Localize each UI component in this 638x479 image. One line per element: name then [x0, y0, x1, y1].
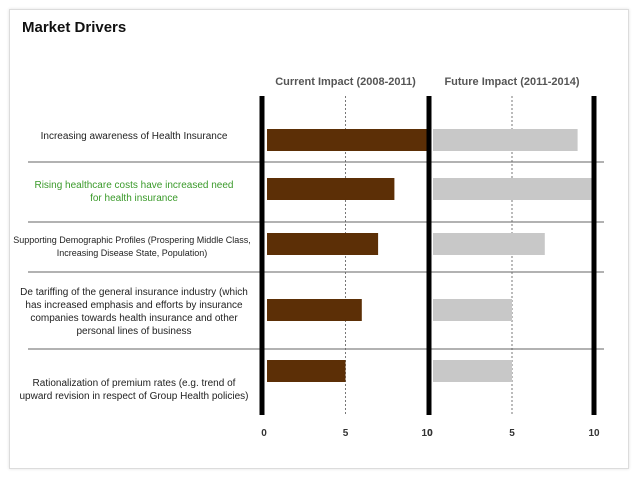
tick-label-future-2: 5 [509, 428, 515, 439]
driver-label-3: Supporting Demographic Profiles (Prosper… [13, 235, 251, 258]
tick-label-current-2: 5 [343, 428, 349, 439]
tick-label-future-3: 10 [588, 428, 600, 439]
current-bar-3 [267, 233, 379, 255]
future-bar-5 [433, 360, 512, 382]
page-title: Market Drivers [22, 19, 127, 36]
driver-label-5: Rationalization of premium rates (e.g. t… [19, 378, 249, 402]
current-bar-4 [267, 299, 362, 321]
driver-label-1: Increasing awareness of Health Insurance [40, 130, 228, 142]
driver-label-4: De tariffing of the general insurance in… [20, 287, 248, 337]
current-bar-1 [267, 129, 427, 151]
tick-label-current-1: 0 [261, 428, 267, 439]
tick-label-current-3: 10 [421, 428, 433, 439]
panel-header-future: Future Impact (2011-2014) [444, 76, 579, 88]
current-bar-5 [267, 360, 346, 382]
tick-label-future-1: 0 [427, 428, 433, 439]
current-bar-2 [267, 178, 395, 200]
future-bar-4 [433, 299, 512, 321]
driver-label-2: Rising healthcare costs have increased n… [34, 180, 234, 204]
panel-header-current: Current Impact (2008-2011) [275, 76, 416, 88]
future-bar-3 [433, 233, 545, 255]
future-bar-2 [433, 178, 594, 200]
future-bar-1 [433, 129, 578, 151]
